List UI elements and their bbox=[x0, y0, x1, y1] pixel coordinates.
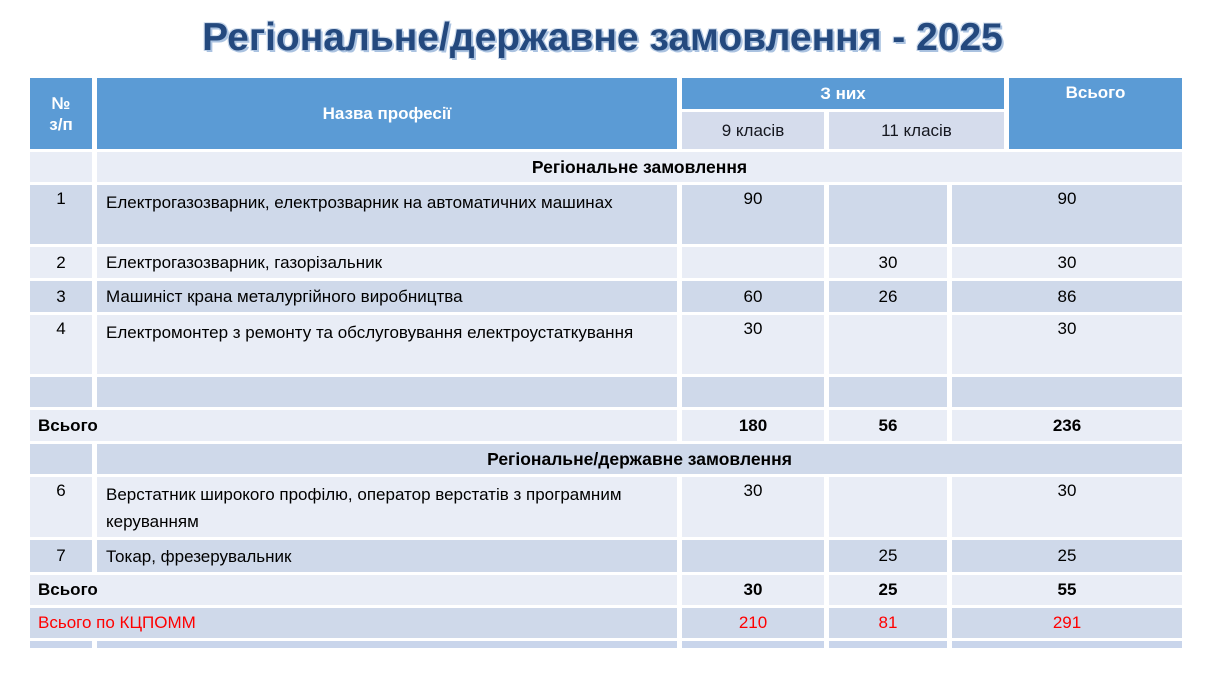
section-header-regional: Регіональне замовлення bbox=[30, 152, 1182, 182]
grade9-value: 60 bbox=[682, 281, 824, 312]
section-title: Регіональне замовлення bbox=[97, 152, 1182, 182]
column-header-number-line1: № bbox=[51, 93, 71, 113]
row-number: 4 bbox=[30, 315, 92, 374]
subtotal-total: 236 bbox=[952, 410, 1182, 441]
grand-total-label: Всього по КЦПОММ bbox=[30, 608, 677, 638]
total-value: 86 bbox=[952, 281, 1182, 312]
grade11-value bbox=[829, 315, 947, 374]
table-row: 6 Верстатник широкого профілю, оператор … bbox=[30, 477, 1182, 537]
total-value bbox=[952, 377, 1182, 407]
subtotal-row-regional: Всього 180 56 236 bbox=[30, 410, 1182, 441]
column-header-profession: Назва професії bbox=[97, 78, 677, 149]
profession-name: Електромонтер з ремонту та обслуговуванн… bbox=[97, 315, 677, 374]
subtotal-grade11: 25 bbox=[829, 575, 947, 605]
profession-name: Електрогазозварник, електрозварник на ав… bbox=[97, 185, 677, 244]
grade9-value: 30 bbox=[682, 477, 824, 537]
column-header-of-them: З них bbox=[682, 78, 1004, 109]
column-header-total: Всього bbox=[1009, 78, 1182, 149]
section-header-number-cell bbox=[30, 152, 92, 182]
strip-cell bbox=[682, 641, 824, 648]
subtotal-grade11: 56 bbox=[829, 410, 947, 441]
total-value: 30 bbox=[952, 247, 1182, 278]
subtotal-label: Всього bbox=[30, 575, 677, 605]
table-row-empty bbox=[30, 377, 1182, 407]
table-row: 4 Електромонтер з ремонту та обслуговува… bbox=[30, 315, 1182, 374]
column-subheader-grade11: 11 класів bbox=[829, 112, 1004, 149]
table-row: 3 Машиніст крана металургійного виробниц… bbox=[30, 281, 1182, 312]
strip-cell bbox=[829, 641, 947, 648]
grade9-value: 90 bbox=[682, 185, 824, 244]
profession-name: Верстатник широкого профілю, оператор ве… bbox=[97, 477, 677, 537]
section-title: Регіональне/державне замовлення bbox=[97, 444, 1182, 474]
profession-name: Електрогазозварник, газорізальник bbox=[97, 247, 677, 278]
profession-name: Машиніст крана металургійного виробництв… bbox=[97, 281, 677, 312]
section-header-regional-state: Регіональне/державне замовлення bbox=[30, 444, 1182, 474]
grand-total-grade9: 210 bbox=[682, 608, 824, 638]
total-value: 90 bbox=[952, 185, 1182, 244]
grade11-value: 30 bbox=[829, 247, 947, 278]
subtotal-grade9: 30 bbox=[682, 575, 824, 605]
column-subheader-grade9: 9 класів bbox=[682, 112, 824, 149]
grand-total-grade11: 81 bbox=[829, 608, 947, 638]
table-row: 7 Токар, фрезерувальник 25 25 bbox=[30, 540, 1182, 572]
row-number: 3 bbox=[30, 281, 92, 312]
grade11-value bbox=[829, 477, 947, 537]
page-title: Регіональне/державне замовлення - 2025 bbox=[202, 16, 1003, 59]
section-header-number-cell bbox=[30, 444, 92, 474]
total-value: 25 bbox=[952, 540, 1182, 572]
grade11-value bbox=[829, 185, 947, 244]
column-header-number: № з/п bbox=[30, 78, 92, 149]
orders-table: № з/п Назва професії З них Всього 9 клас… bbox=[30, 78, 1182, 648]
strip-cell bbox=[952, 641, 1182, 648]
subtotal-label: Всього bbox=[30, 410, 677, 441]
total-value: 30 bbox=[952, 477, 1182, 537]
table-row: 2 Електрогазозварник, газорізальник 30 3… bbox=[30, 247, 1182, 278]
profession-name bbox=[97, 377, 677, 407]
strip-cell bbox=[30, 641, 92, 648]
grade9-value bbox=[682, 540, 824, 572]
grand-total-total: 291 bbox=[952, 608, 1182, 638]
grade9-value bbox=[682, 377, 824, 407]
table-row: 1 Електрогазозварник, електрозварник на … bbox=[30, 185, 1182, 244]
grade11-value: 25 bbox=[829, 540, 947, 572]
grade11-value bbox=[829, 377, 947, 407]
profession-name: Токар, фрезерувальник bbox=[97, 540, 677, 572]
row-number: 6 bbox=[30, 477, 92, 537]
subtotal-row-regional-state: Всього 30 25 55 bbox=[30, 575, 1182, 605]
column-header-number-line2: з/п bbox=[49, 114, 73, 134]
strip-cell bbox=[97, 641, 677, 648]
grade11-value: 26 bbox=[829, 281, 947, 312]
grade9-value: 30 bbox=[682, 315, 824, 374]
grade9-value bbox=[682, 247, 824, 278]
table-header: № з/п Назва професії З них Всього 9 клас… bbox=[30, 78, 1182, 149]
grand-total-row: Всього по КЦПОММ 210 81 291 bbox=[30, 608, 1182, 638]
row-number: 1 bbox=[30, 185, 92, 244]
row-number: 7 bbox=[30, 540, 92, 572]
row-number: 2 bbox=[30, 247, 92, 278]
row-number bbox=[30, 377, 92, 407]
total-value: 30 bbox=[952, 315, 1182, 374]
table-bottom-strip bbox=[30, 641, 1182, 648]
subtotal-total: 55 bbox=[952, 575, 1182, 605]
subtotal-grade9: 180 bbox=[682, 410, 824, 441]
